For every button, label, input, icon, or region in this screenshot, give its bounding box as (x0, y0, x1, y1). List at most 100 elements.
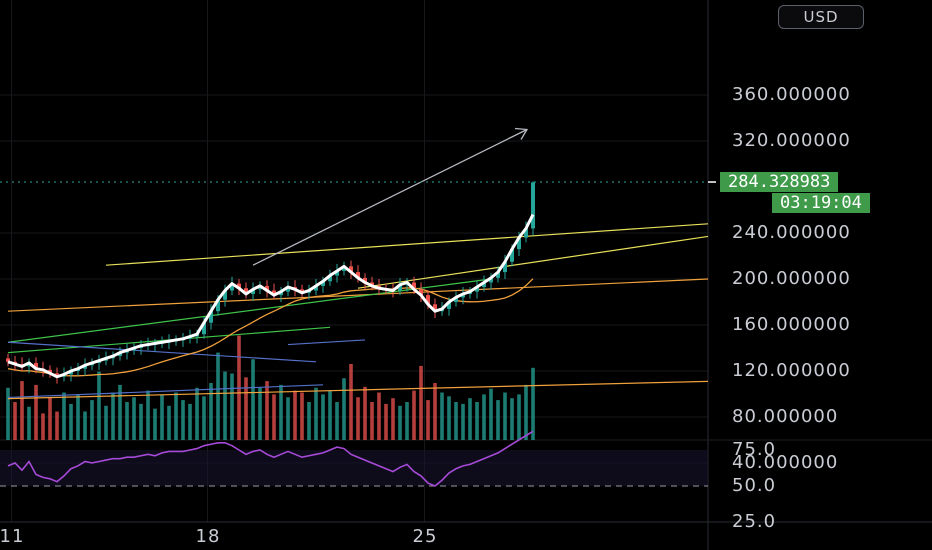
trendlines (7, 223, 709, 400)
volume-bar (160, 394, 164, 440)
volume-bar (6, 387, 10, 440)
volume-bar (258, 387, 262, 440)
rsi-axis-label: 25.0 (732, 511, 777, 532)
candle-body (335, 270, 339, 276)
rsi-line (7, 430, 534, 487)
volume-bar (34, 384, 38, 440)
volume-bar (454, 402, 458, 440)
volume-bar (62, 392, 66, 440)
volume-bar (489, 388, 493, 440)
candle-body (55, 373, 59, 377)
volume-bar (363, 386, 367, 440)
volume-bar (398, 405, 402, 440)
volume-bar (272, 394, 276, 440)
volume-bar (496, 400, 500, 440)
candle-body (454, 297, 458, 302)
grid-lines (0, 0, 708, 522)
candle-body (349, 266, 353, 273)
volume-bar (146, 390, 150, 440)
volume-bar (531, 367, 535, 440)
volume-bar (503, 392, 507, 440)
candle-body (363, 277, 367, 283)
volume-bar (251, 359, 255, 440)
volume-bar (447, 396, 451, 440)
candle-body (209, 311, 213, 323)
time-axis-label: 25 (412, 526, 438, 547)
volume-bar (167, 405, 171, 440)
candle-body (279, 291, 283, 296)
volume-bar (482, 394, 486, 440)
volume-bar (69, 403, 73, 440)
trendline-yellow (357, 235, 709, 289)
volume-bar (55, 411, 59, 440)
candle-body (34, 362, 38, 369)
candle-body (426, 295, 430, 305)
candle-body (475, 287, 479, 292)
volume-bar (139, 403, 143, 440)
price-axis-label: 360.000000 (732, 84, 851, 105)
volume-bar (216, 352, 220, 440)
volume-bar (90, 400, 94, 440)
volume-bar (328, 390, 332, 440)
volume-bar (468, 398, 472, 440)
volume-bars (6, 335, 535, 440)
volume-bar (405, 402, 409, 440)
candle-body (356, 272, 360, 278)
trendline-blue (287, 339, 366, 346)
currency-selector-button[interactable]: USD (778, 5, 864, 29)
last-price-tag: 284.328983 (720, 172, 839, 193)
candle-body (237, 283, 241, 289)
candle-body (223, 290, 227, 300)
trendline-orange (7, 278, 709, 312)
candle-body (216, 299, 220, 312)
volume-bar (300, 392, 304, 440)
candle-body (202, 322, 206, 335)
candle-body (300, 289, 304, 293)
moving-average-line (7, 278, 534, 377)
volume-bar (384, 403, 388, 440)
volume-bar (426, 400, 430, 440)
candle-body (328, 275, 332, 282)
candle-body (489, 277, 493, 283)
trendline-orange (7, 380, 709, 400)
volume-bar (517, 394, 521, 440)
volume-bar (349, 364, 353, 440)
price-axis-label: 200.000000 (732, 268, 851, 289)
candle-body (83, 365, 87, 369)
volume-bar (265, 381, 269, 440)
volume-bar (76, 394, 80, 440)
candles (6, 181, 535, 384)
volume-bar (391, 398, 395, 440)
volume-bar (433, 383, 437, 440)
candle-body (482, 282, 486, 288)
volume-bar (321, 394, 325, 440)
volume-bar (279, 384, 283, 440)
price-axis-label: 320.000000 (732, 130, 851, 151)
volume-bar (13, 402, 17, 440)
candle-body (6, 358, 10, 362)
candle-body (398, 284, 402, 291)
volume-bar (41, 413, 45, 440)
candle-body (244, 288, 248, 294)
candle-body (496, 272, 500, 278)
candle-body (342, 266, 346, 271)
volume-bar (335, 402, 339, 440)
volume-bar (461, 403, 465, 440)
candle-body (265, 285, 269, 291)
projection-arrow-head (514, 127, 529, 140)
volume-bar (244, 377, 248, 440)
candle-body (286, 287, 290, 292)
candle-body (433, 304, 437, 312)
projection-arrow (252, 128, 528, 266)
rsi-axis-label: 50.0 (732, 475, 777, 496)
candle-body (461, 293, 465, 298)
candle-body (517, 237, 521, 250)
candle-body (447, 302, 451, 309)
volume-bar (419, 365, 423, 440)
volume-bar (132, 397, 136, 440)
volume-bar (125, 402, 129, 440)
volume-bar (412, 390, 416, 440)
candle-body (272, 290, 276, 296)
volume-bar (293, 390, 297, 440)
